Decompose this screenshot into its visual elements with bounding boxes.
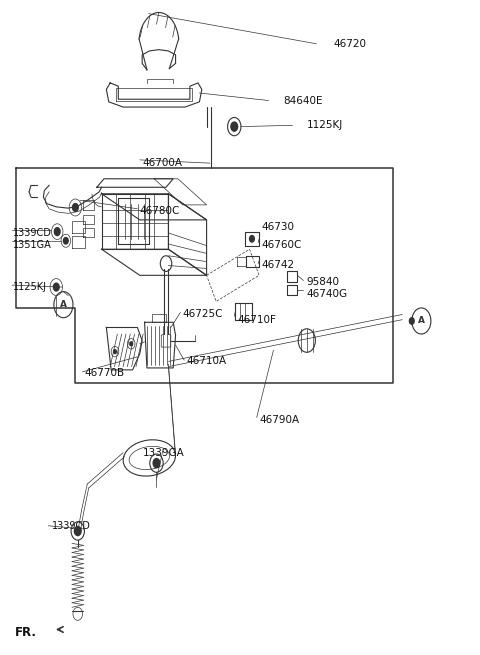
Text: 1351GA: 1351GA (13, 240, 52, 250)
Circle shape (114, 350, 116, 354)
Text: 46790A: 46790A (259, 415, 299, 425)
Text: 46742: 46742 (262, 260, 295, 270)
Text: A: A (60, 300, 67, 309)
Circle shape (53, 283, 59, 291)
Text: 46760C: 46760C (262, 240, 302, 250)
Text: A: A (418, 316, 425, 326)
Text: 46770B: 46770B (85, 368, 125, 378)
Text: 46710F: 46710F (238, 314, 276, 325)
Text: 46710A: 46710A (187, 356, 227, 366)
Text: 1125KJ: 1125KJ (307, 121, 343, 130)
Text: 46700A: 46700A (142, 158, 182, 168)
Text: 46780C: 46780C (140, 206, 180, 216)
Text: 1339GA: 1339GA (143, 448, 184, 458)
Text: 46725C: 46725C (183, 309, 223, 320)
Text: 95840: 95840 (307, 277, 340, 287)
Circle shape (74, 527, 81, 536)
Text: 46740G: 46740G (307, 289, 348, 299)
Circle shape (63, 238, 68, 244)
Text: 1339CD: 1339CD (13, 228, 52, 238)
Circle shape (250, 236, 254, 242)
Circle shape (130, 342, 132, 346)
Circle shape (54, 228, 60, 236)
Text: 1125KJ: 1125KJ (13, 282, 48, 292)
Text: 46730: 46730 (262, 222, 294, 232)
Text: 46720: 46720 (333, 39, 366, 48)
Circle shape (153, 458, 160, 468)
Text: FR.: FR. (15, 626, 37, 639)
Circle shape (409, 318, 414, 324)
Circle shape (72, 204, 78, 212)
Text: 1339CD: 1339CD (51, 521, 90, 531)
Text: 84640E: 84640E (283, 96, 323, 105)
Circle shape (231, 122, 238, 131)
